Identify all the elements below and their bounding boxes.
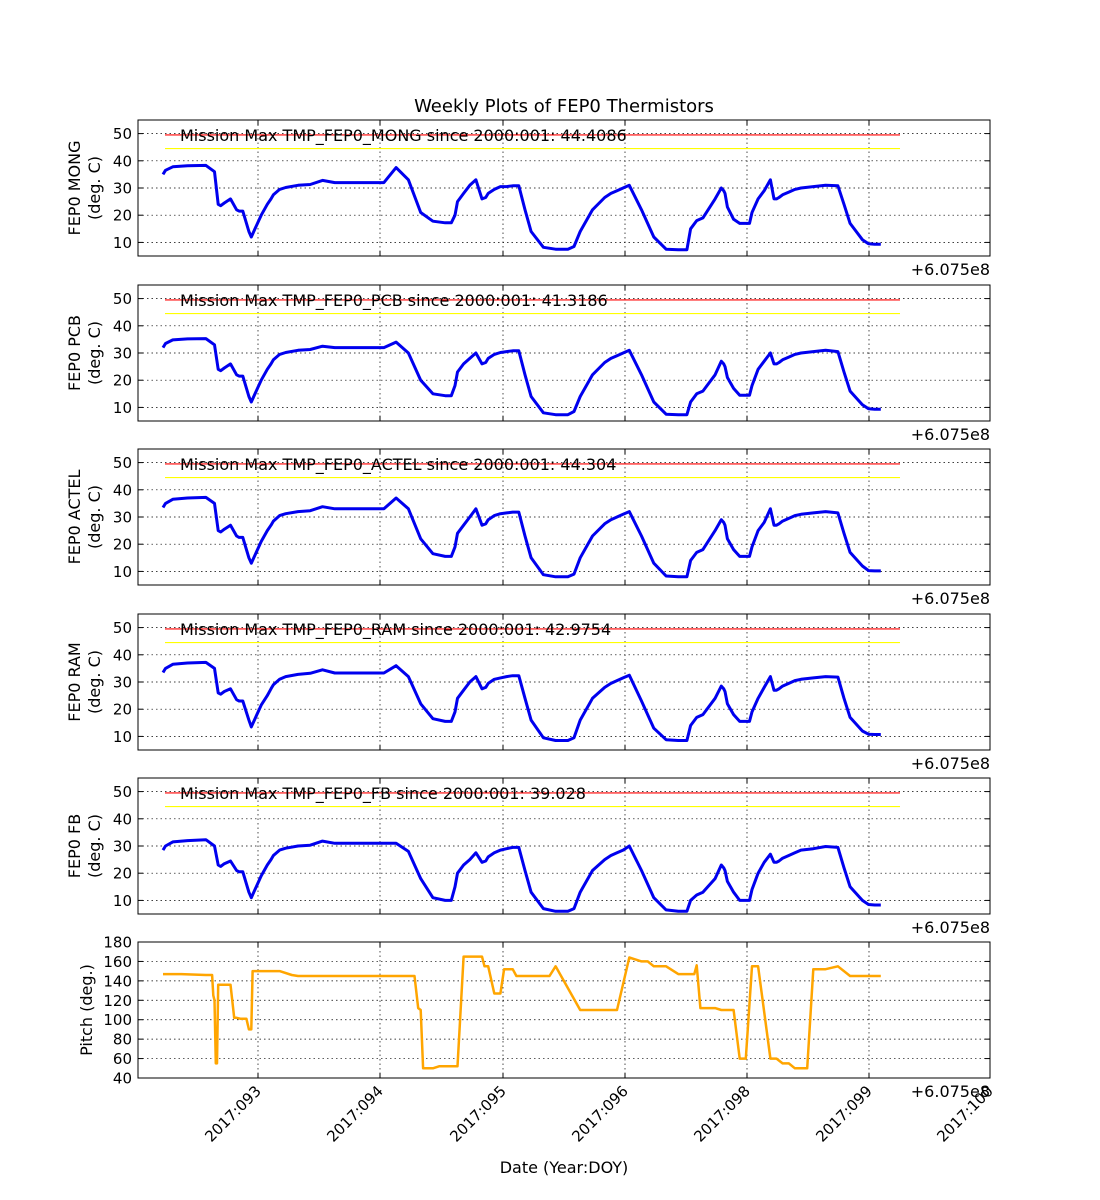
figure-title: Weekly Plots of FEP0 Thermistors: [414, 96, 714, 117]
y-tick-label: 80: [113, 1031, 132, 1049]
y-axis-unit: (deg. C): [85, 650, 104, 714]
mission-max-annotation: Mission Max TMP_FEP0_MONG since 2000:001…: [180, 126, 627, 146]
y-tick-label: 10: [113, 399, 132, 417]
x-offset-label: +6.075e8: [911, 918, 990, 937]
y-tick-label: 40: [113, 810, 132, 828]
x-offset-label: +6.075e8: [911, 425, 990, 444]
y-axis-unit: (deg. C): [85, 321, 104, 385]
mission-max-annotation: Mission Max TMP_FEP0_PCB since 2000:001:…: [180, 291, 608, 311]
x-axis-label: Date (Year:DOY): [500, 1158, 629, 1177]
x-offset-label: +6.075e8: [911, 754, 990, 773]
y-tick-label: 10: [113, 728, 132, 746]
x-offset-label: +6.075e8: [911, 589, 990, 608]
y-axis-unit: (deg. C): [85, 485, 104, 549]
y-axis-label: FEP0 ACTEL: [65, 469, 84, 564]
temperature-series-line: [161, 163, 881, 252]
plot-frame: [137, 941, 991, 1079]
y-tick-label: 50: [113, 454, 132, 472]
y-tick-label: 40: [113, 481, 132, 499]
y-tick-label: 60: [113, 1050, 132, 1068]
pitch-series-line: [163, 955, 881, 1070]
x-tick-labels: 2017:093 2017:094 2017:095 2017:096 2017:098…: [201, 1082, 997, 1146]
y-tick-label: 30: [113, 509, 132, 527]
y-tick-label: 20: [113, 865, 132, 883]
temperature-series-line: [161, 660, 881, 742]
y-tick-label: 140: [103, 972, 132, 990]
y-axis-label: FEP0 RAM: [65, 642, 84, 721]
y-tick-label: 30: [113, 674, 132, 692]
y-axis-label: FEP0 PCB: [65, 315, 84, 391]
y-tick-label: 30: [113, 345, 132, 363]
temperature-series-line: [161, 337, 881, 417]
y-tick-label: 160: [103, 953, 132, 971]
y-tick-label: 20: [113, 701, 132, 719]
y-axis-label: Pitch (deg.): [77, 964, 96, 1056]
mission-max-annotation: Mission Max TMP_FEP0_ACTEL since 2000:00…: [180, 455, 616, 475]
panel-2: 10 20 30 40 50 Mission Max TMP_FEP0_ACTEL sin…: [65, 448, 991, 608]
y-tick-label: 40: [113, 646, 132, 664]
y-tick-label: 20: [113, 536, 132, 554]
y-tick-label: 10: [113, 892, 132, 910]
y-tick-label: 180: [103, 934, 132, 952]
y-axis-unit: (deg. C): [85, 156, 104, 220]
y-tick-label: 40: [113, 152, 132, 170]
y-tick-label: 50: [113, 290, 132, 308]
y-tick-label: 50: [113, 783, 132, 801]
plot-frame: [137, 613, 991, 751]
y-axis-unit: (deg. C): [85, 814, 104, 878]
y-tick-label: 100: [103, 1011, 132, 1029]
panel-0: 10 20 30 40 50 Mission Max TMP_FEP0_MONG sinc…: [65, 119, 991, 279]
y-tick-label: 10: [113, 563, 132, 581]
y-tick-label: 40: [113, 317, 132, 335]
y-tick-label: 120: [103, 992, 132, 1010]
panel-4: 10 20 30 40 50 Mission Max TMP_FEP0_FB since …: [65, 777, 991, 937]
mission-max-annotation: Mission Max TMP_FEP0_RAM since 2000:001:…: [180, 620, 611, 640]
panel-3: 10 20 30 40 50 Mission Max TMP_FEP0_RAM since…: [65, 613, 991, 773]
panels: 10 20 30 40 50 Mission Max TMP_FEP0_MONG sinc…: [65, 119, 991, 1101]
x-offset-label: +6.075e8: [911, 260, 990, 279]
x-tick-label: 2017:096: [568, 1082, 632, 1146]
y-tick-label: 10: [113, 234, 132, 252]
x-tick-label: 2017:098: [690, 1082, 754, 1146]
x-tick-label: 2017:099: [812, 1082, 876, 1146]
y-tick-label: 20: [113, 372, 132, 390]
panel-1: 10 20 30 40 50 Mission Max TMP_FEP0_PCB since…: [65, 284, 991, 444]
y-tick-label: 30: [113, 838, 132, 856]
x-tick-label: 2017:094: [323, 1082, 387, 1146]
y-tick-label: 50: [113, 619, 132, 637]
plot-frame: [137, 777, 991, 915]
x-offset-label: +6.075e8: [911, 1082, 990, 1101]
y-tick-label: 50: [113, 125, 132, 143]
temperature-series-line: [161, 495, 881, 579]
temperature-series-line: [161, 838, 881, 913]
y-axis-label: FEP0 MONG: [65, 141, 84, 236]
y-tick-label: 30: [113, 180, 132, 198]
x-tick-label: 2017:093: [201, 1082, 265, 1146]
y-axis-label: FEP0 FB: [65, 814, 84, 878]
x-tick-label: 2017:095: [446, 1082, 510, 1146]
y-tick-label: 20: [113, 207, 132, 225]
y-tick-label: 40: [113, 1070, 132, 1088]
mission-max-annotation: Mission Max TMP_FEP0_FB since 2000:001: …: [180, 784, 586, 804]
